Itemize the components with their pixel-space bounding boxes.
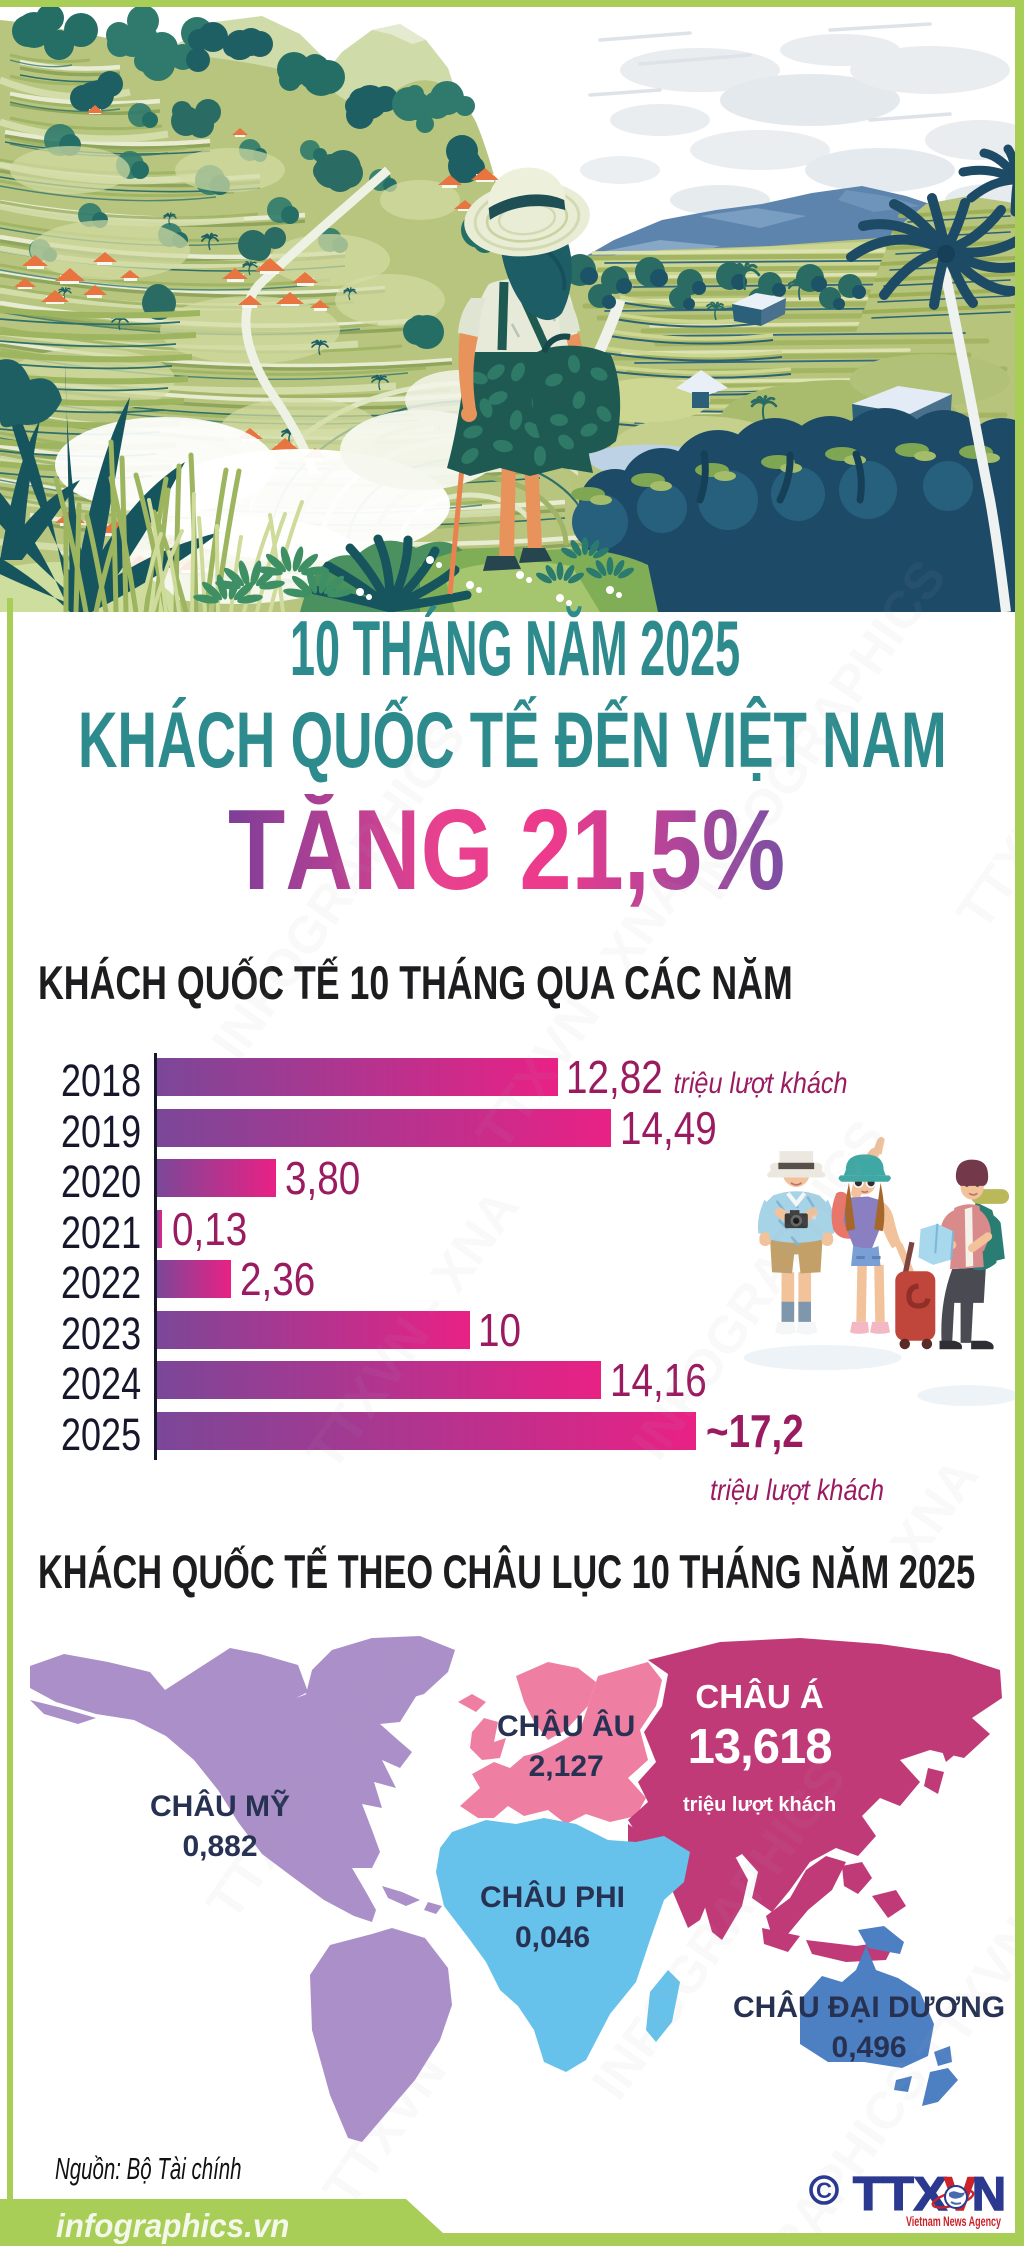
svg-text:TTX: TTX xyxy=(853,2167,947,2220)
svg-text:C: C xyxy=(816,2178,832,2203)
svg-text:N: N xyxy=(972,2167,1006,2220)
svg-text:Vietnam News Agency: Vietnam News Agency xyxy=(906,2214,1001,2229)
